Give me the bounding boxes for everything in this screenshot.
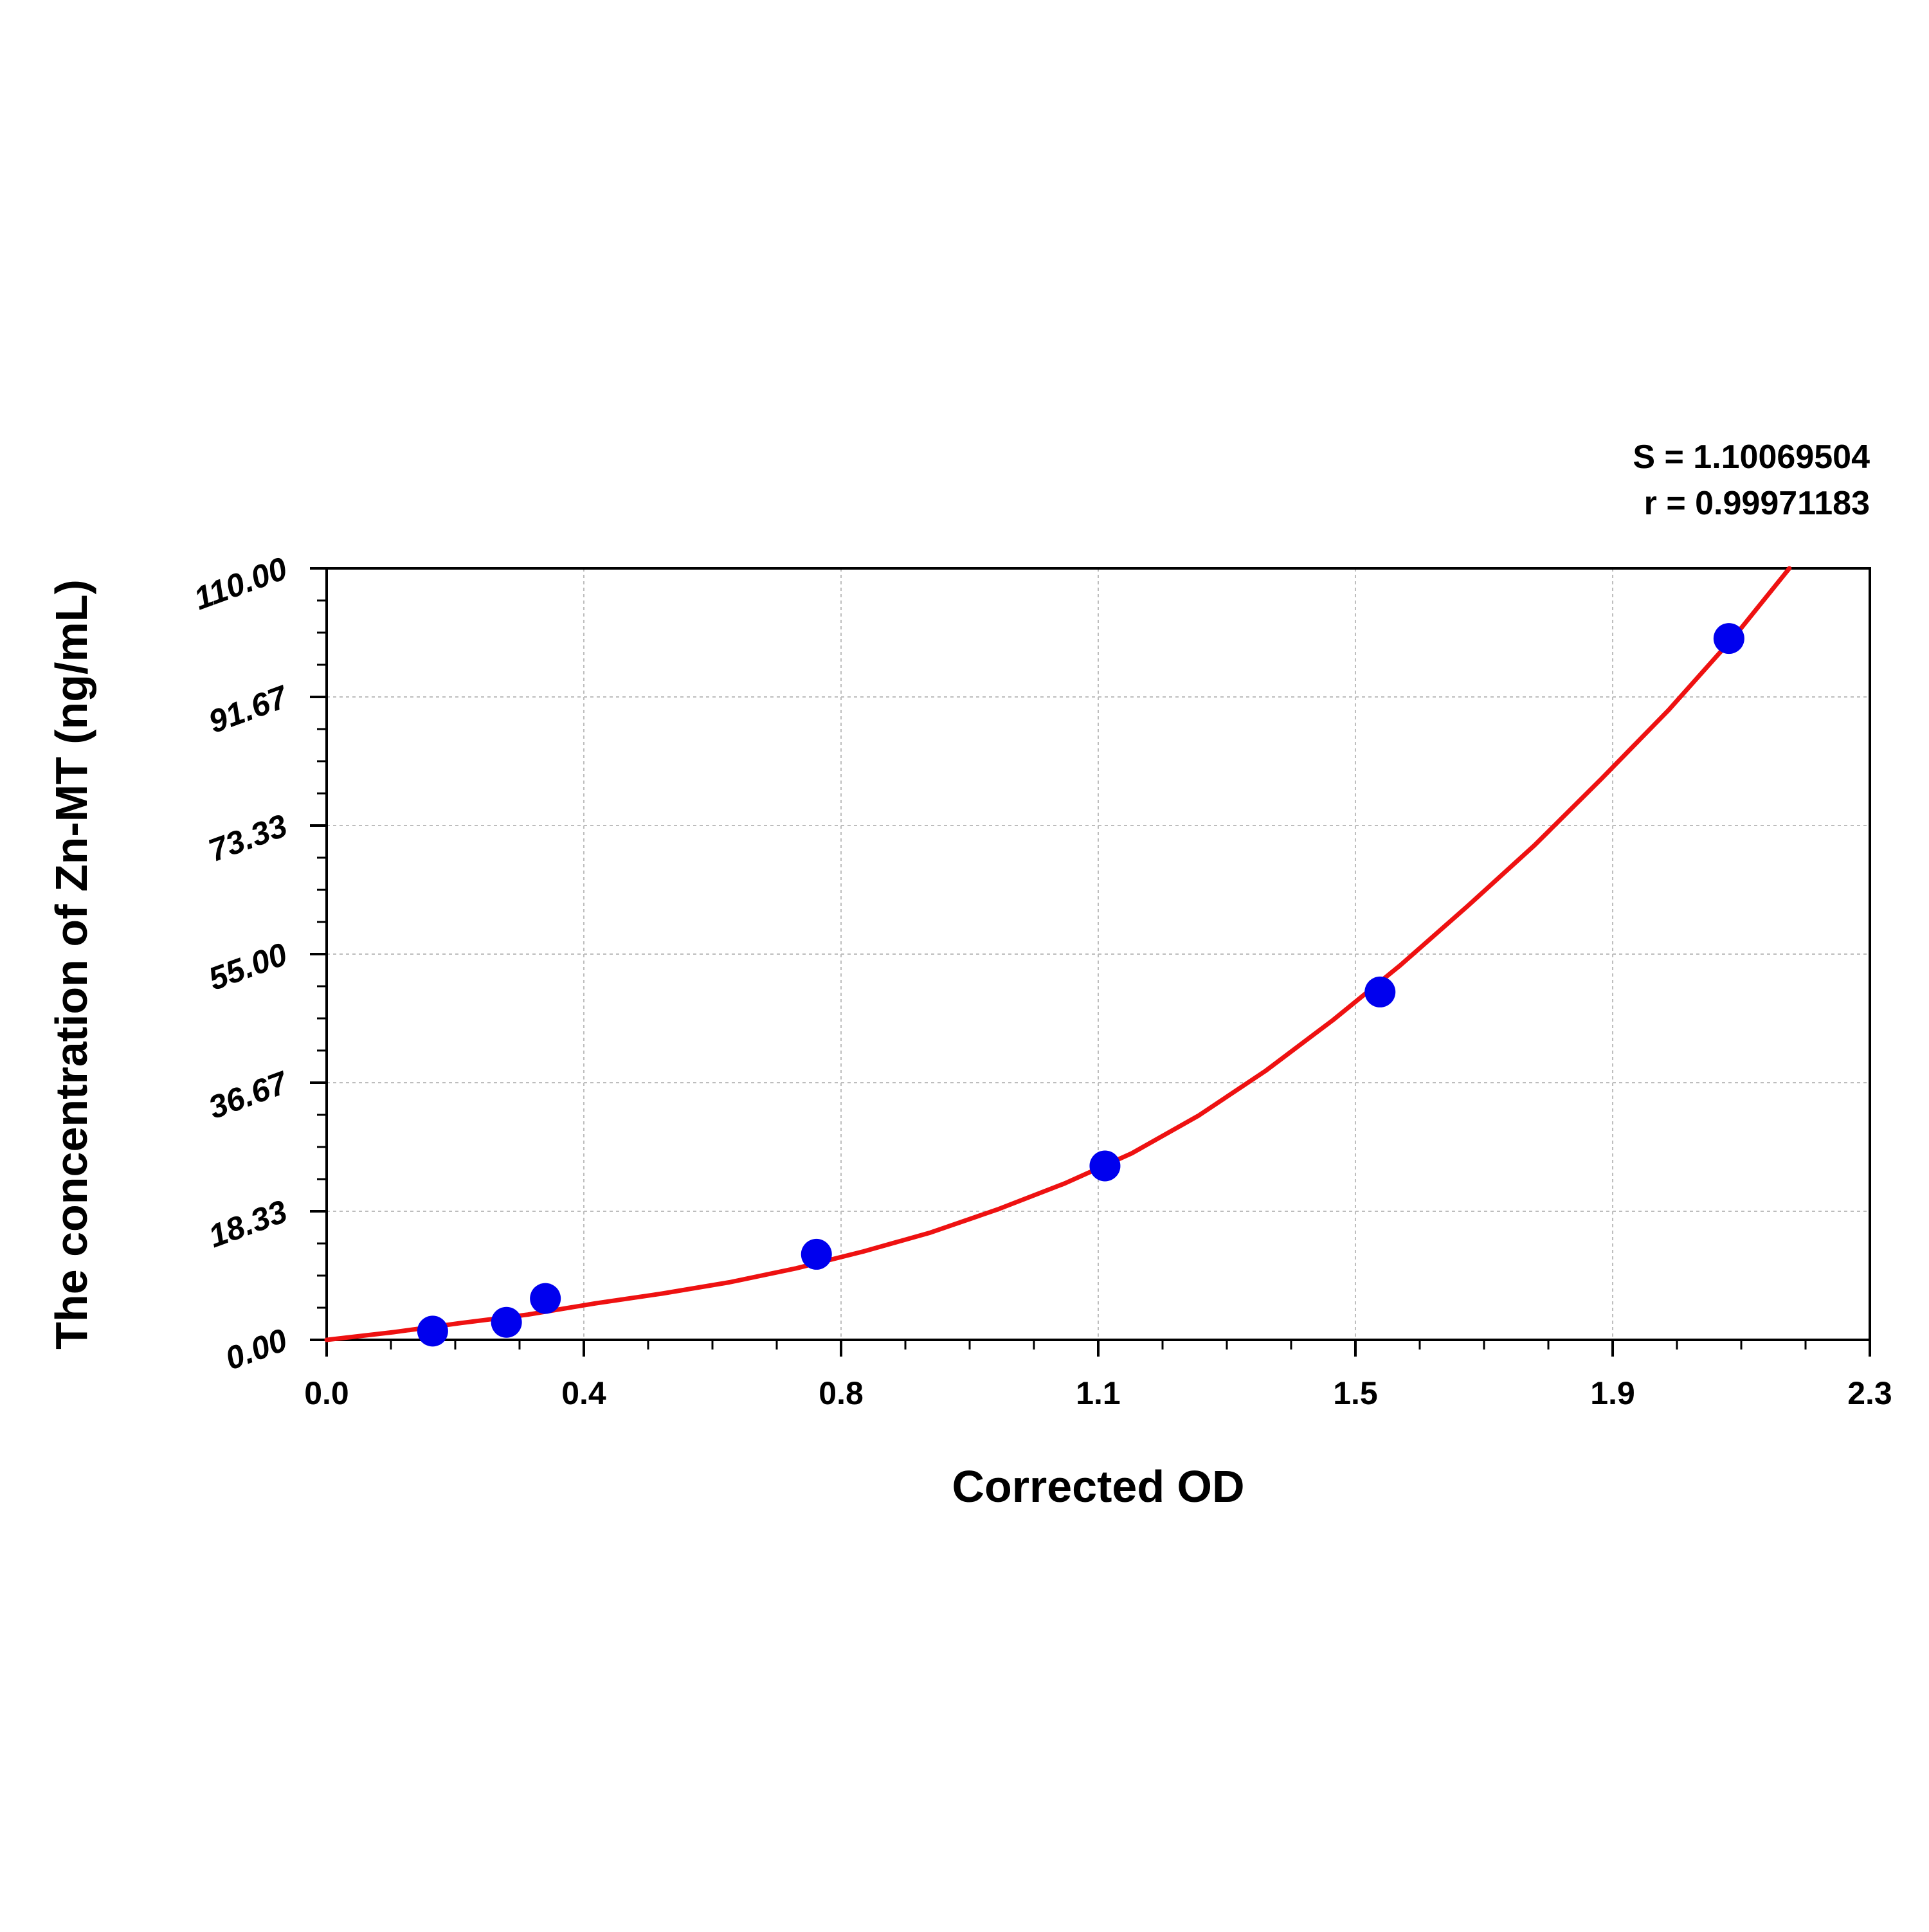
fit-curve-layer (324, 566, 1792, 1342)
data-point (801, 1238, 832, 1270)
x-tick-label: 0.0 (304, 1375, 349, 1411)
data-point (417, 1315, 448, 1347)
major-ticks (310, 567, 1871, 1357)
x-tick-label: 1.5 (1333, 1375, 1378, 1411)
data-point (1713, 623, 1744, 655)
plot-area-frame (325, 567, 1871, 1341)
data-points-layer (417, 623, 1744, 1347)
x-tick-label: 0.8 (819, 1375, 864, 1411)
r-statistic-label: r = 0.99971183 (1644, 485, 1870, 522)
minor-ticks (317, 599, 1807, 1350)
data-point (530, 1283, 561, 1314)
x-tick-label: 1.1 (1076, 1375, 1121, 1411)
data-point (1089, 1150, 1121, 1182)
data-point (1364, 976, 1396, 1007)
y-axis-title: The concentration of Zn-MT (ng/mL) (46, 579, 96, 1350)
x-axis-title: Corrected OD (952, 1461, 1244, 1512)
standard-fit-curve (324, 566, 1792, 1342)
x-tick-label: 1.9 (1590, 1375, 1635, 1411)
s-statistic-label: S = 1.10069504 (1633, 438, 1870, 476)
grid-lines (327, 568, 1870, 1340)
x-axis-tick-labels: 0.0 0.4 0.8 1.1 1.5 1.9 2.3 (304, 1375, 1892, 1411)
x-tick-label: 2.3 (1847, 1375, 1892, 1411)
x-tick-label: 0.4 (561, 1375, 606, 1411)
data-point (491, 1306, 522, 1338)
